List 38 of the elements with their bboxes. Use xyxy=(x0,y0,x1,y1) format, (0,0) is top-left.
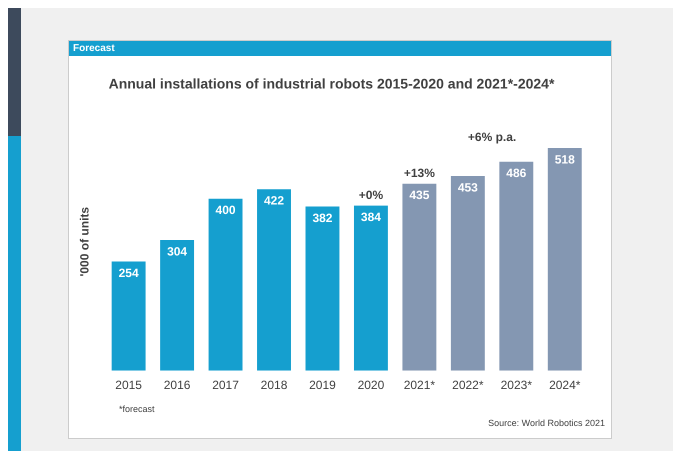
x-tick-label: 2016 xyxy=(164,378,191,392)
data-label: 384 xyxy=(360,210,382,224)
x-tick-label: 2017 xyxy=(212,378,240,392)
data-label: 400 xyxy=(216,203,236,218)
data-label: 304 xyxy=(167,244,188,258)
data-label: 435 xyxy=(409,188,430,202)
x-tick-label: 2022* xyxy=(452,378,484,392)
y-axis-title: '000 of units xyxy=(78,206,92,276)
source-note: Source: World Robotics 2021 xyxy=(488,418,605,428)
x-tick-label: 2019 xyxy=(309,378,336,392)
bar xyxy=(499,162,534,371)
data-label: 254 xyxy=(118,266,139,280)
x-tick-label: 2024* xyxy=(549,378,581,392)
x-tick-label: 2023* xyxy=(500,378,532,392)
data-label: 518 xyxy=(554,152,576,166)
bar xyxy=(450,176,485,371)
bar xyxy=(112,261,146,371)
text: Forecast xyxy=(69,41,611,56)
bar xyxy=(160,240,194,371)
text: *forecast xyxy=(119,404,155,414)
bar xyxy=(306,206,340,371)
bar xyxy=(257,189,291,371)
x-tick-label: 2020 xyxy=(358,378,385,392)
data-label: 382 xyxy=(312,210,333,225)
bar xyxy=(548,148,582,371)
annotation: +13% xyxy=(404,166,436,180)
chart-title: Annual installations of industrial robots 2015-2020 and 2021*-2024* xyxy=(108,75,555,92)
bar xyxy=(402,184,436,371)
data-label: 453 xyxy=(458,180,478,194)
bar xyxy=(354,206,388,371)
data-label: 486 xyxy=(506,166,527,180)
x-tick-label: 2018 xyxy=(260,378,288,392)
annotation: +0% xyxy=(358,188,384,202)
x-tick-label: 2015 xyxy=(115,378,142,392)
bar xyxy=(208,198,243,371)
data-label: 422 xyxy=(264,194,284,208)
x-tick-label: 2021* xyxy=(404,378,436,392)
text: +6% p.a. xyxy=(468,130,516,144)
